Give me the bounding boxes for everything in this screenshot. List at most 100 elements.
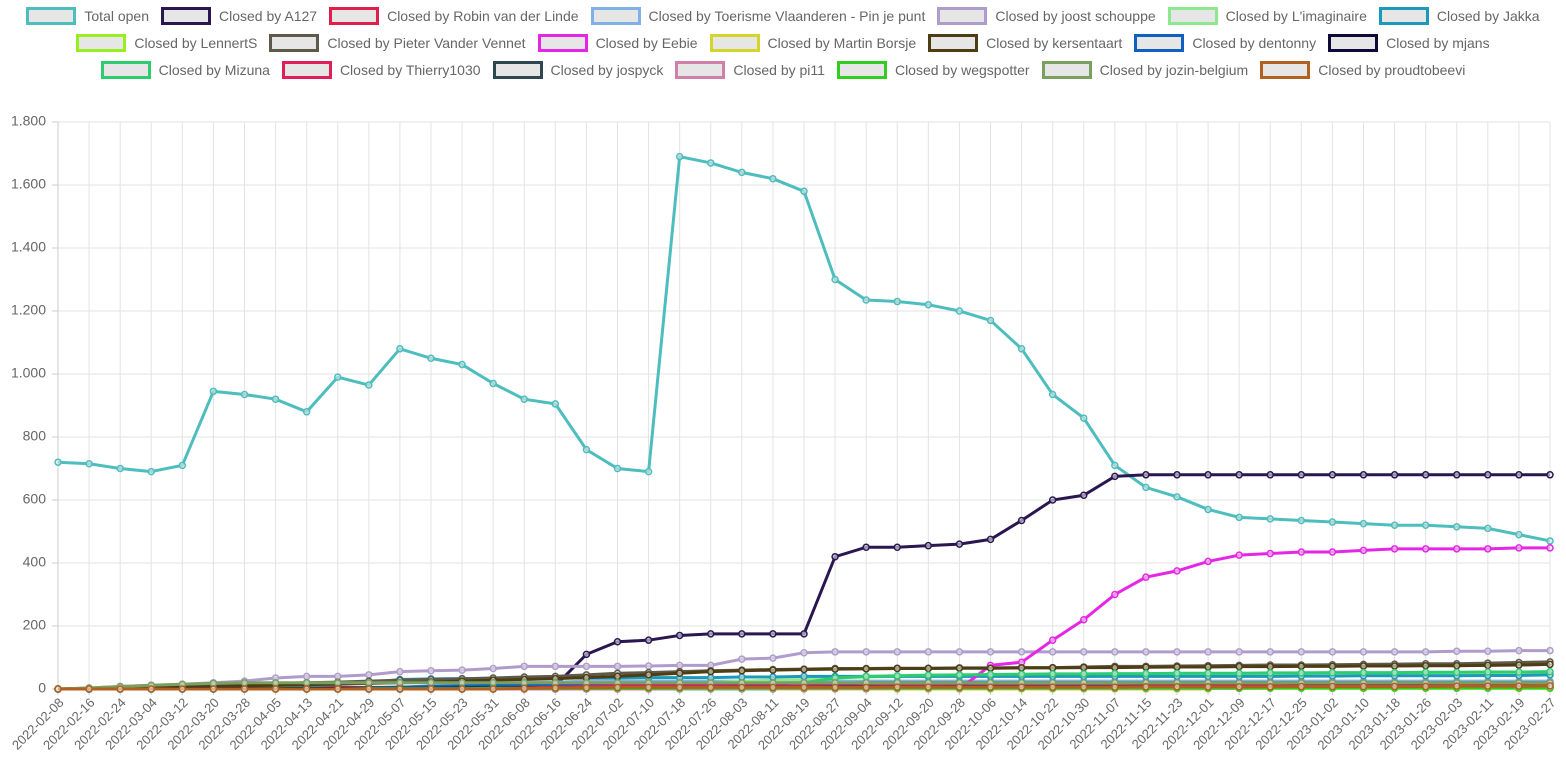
data-point [1173,683,1181,691]
data-point [1048,636,1057,644]
series [54,682,1554,693]
legend-item[interactable]: Closed by dentonny [1134,33,1316,53]
legend-label: Closed by Jakka [1436,8,1540,24]
data-point [551,400,560,408]
data-point [1048,664,1057,672]
data-point [147,685,155,693]
data-point [551,684,560,692]
data-point [986,683,995,691]
legend-label: Closed by L'imaginaire [1225,8,1367,24]
data-point [613,683,622,692]
data-point [365,381,373,389]
data-point [1515,530,1523,539]
data-point [1235,648,1243,656]
data-point [924,541,933,550]
data-point [893,664,901,673]
data-point [738,630,746,638]
data-point [1017,670,1026,678]
legend-swatch [590,7,641,25]
data-point [1048,648,1057,656]
data-point [924,664,933,673]
data-point [302,672,311,681]
data-point [54,685,62,693]
data-point [1017,664,1026,672]
legend-label: Closed by Eebie [595,35,698,51]
data-point [178,461,187,470]
data-point [1080,663,1088,672]
data-point [1484,647,1492,655]
legend-label: Total open [84,8,149,24]
legend-label: Closed by proudtobeevi [1318,62,1466,78]
legend-item[interactable]: Closed by L'imaginaire [1167,6,1367,26]
data-point [1359,519,1368,528]
data-point [644,636,653,644]
data-point [1297,682,1306,691]
legend-label: Closed by pi11 [733,62,825,78]
data-point [1266,471,1274,479]
legend-item[interactable]: Closed by kersentaart [928,33,1122,53]
legend-swatch [675,61,726,79]
legend-item[interactable]: Closed by mjans [1328,33,1490,53]
data-point [1546,682,1554,690]
legend-item[interactable]: Closed by jospyck [492,60,664,80]
legend-item[interactable]: Closed by Robin van der Linde [329,6,579,26]
data-point [1142,669,1150,678]
legend-item[interactable]: Closed by Pieter Vander Vennet [269,33,526,53]
data-point [986,670,995,679]
legend-item[interactable]: Closed by Thierry1030 [281,60,481,80]
legend-item[interactable]: Closed by pi11 [675,60,825,80]
legend-item[interactable]: Closed by Toerisme Vlaanderen - Pin je p… [590,6,926,26]
data-point [240,390,249,399]
legend-label: Closed by Thierry1030 [339,62,481,78]
legend-item[interactable]: Closed by A127 [161,6,317,26]
legend-label: Closed by joost schouppe [995,8,1156,24]
data-point [986,316,995,325]
data-point [769,630,777,638]
legend-item[interactable]: Total open [26,6,149,26]
legend-swatch [928,34,979,52]
y-tick-label: 1.000 [11,365,46,381]
data-point [831,665,839,673]
legend-item[interactable]: Closed by Eebie [537,33,698,53]
data-point [707,630,715,638]
legend-label: Closed by jospyck [550,62,664,78]
data-point [1142,683,1150,691]
legend-item[interactable]: Closed by LennertS [76,33,257,53]
data-point [1546,646,1554,655]
data-point [1484,545,1492,553]
data-point [334,373,342,381]
data-point [1048,683,1057,691]
legend-swatch [76,34,127,52]
data-point [800,683,808,692]
legend-item[interactable]: Closed by Jakka [1378,6,1540,26]
data-point [1235,662,1243,671]
data-point [862,543,870,551]
y-tick-label: 800 [23,428,47,444]
data-point [520,395,528,403]
data-point [427,685,435,693]
data-point [458,360,466,369]
data-point [738,655,746,663]
data-point [644,467,653,476]
data-point [396,678,404,687]
data-point [458,685,466,693]
data-point [644,671,653,679]
legend-item[interactable]: Closed by Mizuna [100,60,270,80]
legend-item[interactable]: Closed by proudtobeevi [1260,60,1465,80]
data-point [1080,648,1088,656]
legend-item[interactable]: Closed by jozin-belgium [1041,60,1248,80]
data-point [365,671,373,679]
data-point [1515,646,1523,655]
legend-label: Closed by Toerisme Vlaanderen - Pin je p… [648,8,926,24]
data-point [924,683,933,691]
legend-item[interactable]: Closed by Martin Borsje [709,33,916,53]
data-point [1204,683,1212,691]
data-point [1080,615,1088,624]
data-point [1080,414,1088,422]
data-point [1142,663,1150,672]
legend-item[interactable]: Closed by wegspotter [836,60,1030,80]
legend-item[interactable]: Closed by joost schouppe [937,6,1156,26]
data-point [1390,521,1399,529]
legend-swatch [537,34,588,52]
